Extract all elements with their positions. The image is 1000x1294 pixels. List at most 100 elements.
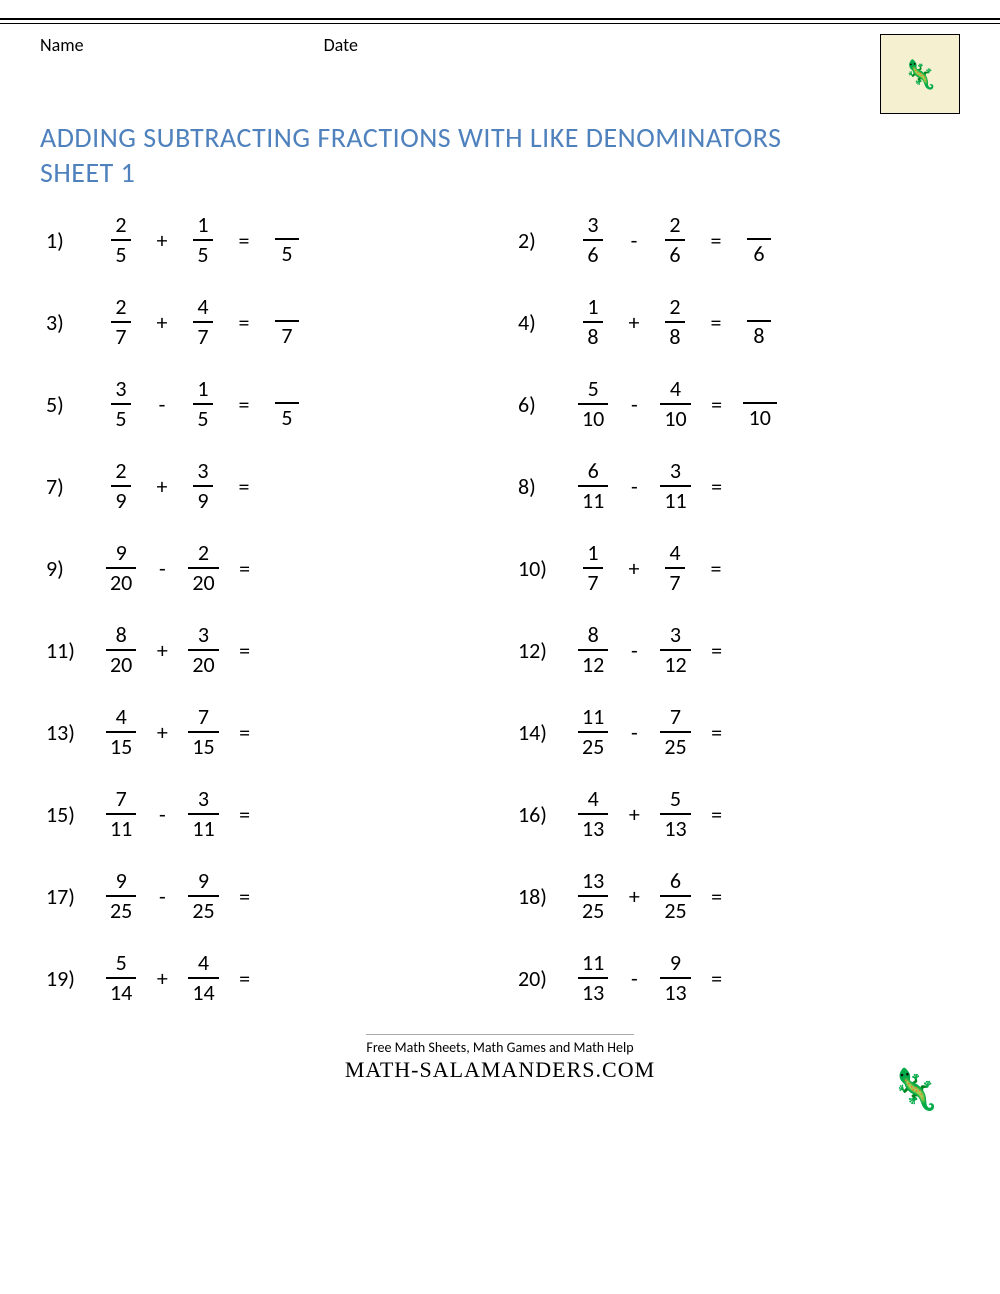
operator: -: [626, 473, 642, 500]
equals: =: [709, 883, 725, 910]
equals: =: [237, 637, 253, 664]
operator: +: [154, 637, 170, 664]
problem-number: 4): [518, 309, 560, 336]
fraction-b: 15: [188, 214, 218, 266]
problem-row: 20)1113-913=: [518, 952, 960, 1004]
fraction-b: 625: [660, 870, 690, 922]
denominator: 8: [583, 321, 602, 348]
denominator: 7: [583, 567, 602, 594]
problem-row: 19)514+414=: [46, 952, 488, 1004]
problem-number: 19): [46, 965, 88, 992]
answer-blank[interactable]: [270, 473, 304, 500]
answer-blank[interactable]: [743, 719, 777, 746]
answer-blank[interactable]: 10: [743, 380, 777, 429]
numerator: 8: [112, 624, 131, 649]
answer-blank[interactable]: [271, 883, 305, 910]
problem-number: 13): [46, 719, 88, 746]
problem-row: 5)35-15=5: [46, 378, 488, 430]
answer-blank[interactable]: [742, 555, 776, 582]
numerator: 4: [665, 542, 684, 567]
fraction-b: 311: [188, 788, 218, 840]
operator: +: [154, 719, 170, 746]
answer-blank[interactable]: [271, 637, 305, 664]
numerator: 3: [666, 624, 685, 649]
numerator: 11: [578, 706, 608, 731]
denominator: 14: [188, 977, 218, 1004]
operator: -: [154, 883, 170, 910]
fraction-a: 27: [106, 296, 136, 348]
fraction-b: 28: [660, 296, 690, 348]
operator: -: [626, 227, 642, 254]
problem-number: 11): [46, 637, 88, 664]
operator: -: [154, 801, 170, 828]
numerator: 9: [112, 542, 131, 567]
numerator: 4: [112, 706, 131, 731]
problem-row: 7) 29 +39 =: [46, 460, 488, 512]
fraction-b: 410: [660, 378, 690, 430]
equals: =: [236, 473, 252, 500]
denominator: 11: [660, 485, 690, 512]
fraction-b: 47: [188, 296, 218, 348]
answer-blank[interactable]: [271, 555, 305, 582]
fraction-b: 47: [660, 542, 690, 594]
answer-blank[interactable]: [743, 637, 777, 664]
fraction-b: 414: [188, 952, 218, 1004]
numerator: 5: [584, 378, 603, 403]
equals: =: [709, 391, 725, 418]
fraction-a: 820: [106, 624, 136, 676]
answer-blank[interactable]: 7: [270, 298, 304, 347]
denominator: 10: [660, 403, 690, 430]
denominator: 6: [583, 239, 602, 266]
denominator: 25: [578, 731, 608, 758]
problem-number: 7): [46, 473, 88, 500]
numerator: 2: [111, 296, 130, 321]
equals: =: [709, 637, 725, 664]
denominator: 20: [188, 567, 218, 594]
fraction-b: 925: [188, 870, 218, 922]
fraction-b: 39: [188, 460, 218, 512]
numerator: 4: [193, 296, 212, 321]
answer-blank[interactable]: 5: [270, 216, 304, 265]
denominator: 15: [188, 731, 218, 758]
answer-blank[interactable]: [743, 965, 777, 992]
answer-blank[interactable]: [743, 473, 777, 500]
problem-row: 1)25+15=5: [46, 214, 488, 266]
problem-number: 1): [46, 227, 88, 254]
fraction-b: 320: [188, 624, 218, 676]
problem-number: 9): [46, 555, 88, 582]
denominator: 5: [193, 403, 212, 430]
answer-blank[interactable]: 8: [742, 298, 776, 347]
problem-number: 15): [46, 801, 88, 828]
denominator: 11: [106, 813, 136, 840]
denominator: 7: [193, 321, 212, 348]
denominator: 10: [578, 403, 608, 430]
problem-row: 2)36-26=6: [518, 214, 960, 266]
denominator: 20: [106, 567, 136, 594]
answer-blank[interactable]: [271, 965, 305, 992]
equals: =: [708, 555, 724, 582]
fraction-a: 29: [106, 460, 136, 512]
operator: +: [154, 473, 170, 500]
problem-row: 18)1325+625=: [518, 870, 960, 922]
answer-blank[interactable]: [271, 719, 305, 746]
denominator: 13: [578, 977, 608, 1004]
answer-blank[interactable]: [743, 801, 777, 828]
numerator: 3: [583, 214, 602, 239]
answer-blank[interactable]: 5: [270, 380, 304, 429]
fraction-a: 510: [578, 378, 608, 430]
worksheet-page: Name Date 🦎 ADDING SUBTRACTING FRACTIONS…: [0, 24, 1000, 1134]
fraction-b: 513: [660, 788, 690, 840]
logo-box: 🦎: [880, 34, 960, 114]
problem-row: 3)27+47=7: [46, 296, 488, 348]
answer-blank[interactable]: 6: [742, 216, 776, 265]
numerator: 13: [578, 870, 608, 895]
answer-blank[interactable]: [743, 883, 777, 910]
denominator: 25: [660, 895, 690, 922]
answer-blank[interactable]: [271, 801, 305, 828]
numerator: 4: [666, 378, 685, 403]
numerator: 2: [194, 542, 213, 567]
numerator: 8: [584, 624, 603, 649]
date-label: Date: [324, 34, 358, 56]
denominator: 7: [665, 567, 684, 594]
fraction-a: 812: [578, 624, 608, 676]
